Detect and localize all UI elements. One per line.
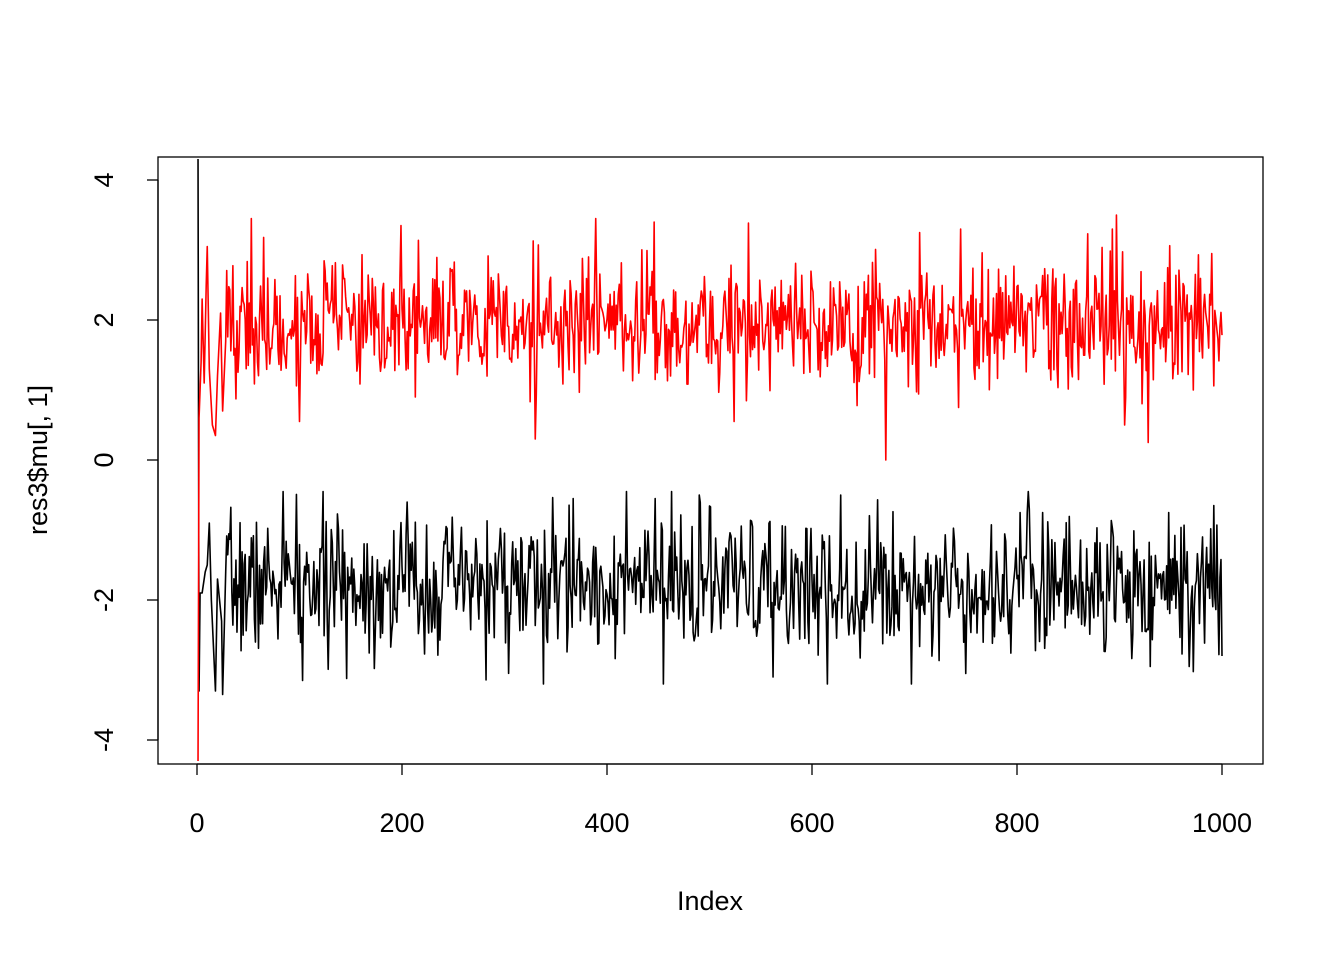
x-tick-label: 800 <box>994 808 1039 838</box>
series-line-2 <box>197 214 1223 762</box>
x-tick-label: 400 <box>584 808 629 838</box>
plot-frame <box>157 156 1264 765</box>
series-layer <box>197 158 1223 762</box>
y-tick-label: 4 <box>89 172 119 187</box>
x-tick-label: 200 <box>379 808 424 838</box>
series-line-1 <box>197 158 1223 696</box>
y-axis: -4 -2 0 2 4 <box>89 172 159 752</box>
y-tick-label: 0 <box>89 452 119 467</box>
y-tick-label: -4 <box>89 728 119 752</box>
x-tick-label: 600 <box>789 808 834 838</box>
x-tick-label: 0 <box>189 808 204 838</box>
x-axis: 0 200 400 600 800 1000 <box>189 763 1252 838</box>
y-tick-label: 2 <box>89 312 119 327</box>
x-tick-label: 1000 <box>1192 808 1252 838</box>
x-axis-label: Index <box>677 886 744 916</box>
y-axis-label: res3$mu[, 1] <box>23 385 53 535</box>
y-tick-label: -2 <box>89 588 119 612</box>
